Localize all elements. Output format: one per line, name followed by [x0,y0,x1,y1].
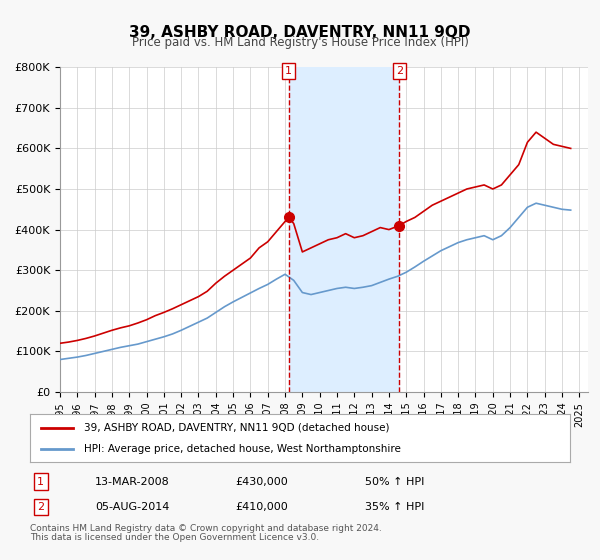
Text: 39, ASHBY ROAD, DAVENTRY, NN11 9QD (detached house): 39, ASHBY ROAD, DAVENTRY, NN11 9QD (deta… [84,423,389,433]
Text: 1: 1 [37,477,44,487]
Text: £410,000: £410,000 [235,502,288,512]
Text: HPI: Average price, detached house, West Northamptonshire: HPI: Average price, detached house, West… [84,444,401,454]
Text: This data is licensed under the Open Government Licence v3.0.: This data is licensed under the Open Gov… [30,533,319,542]
Bar [289,67,400,392]
Text: 2: 2 [396,66,403,76]
Text: Contains HM Land Registry data © Crown copyright and database right 2024.: Contains HM Land Registry data © Crown c… [30,524,382,533]
Text: 2: 2 [37,502,44,512]
Text: 1: 1 [285,66,292,76]
Text: 50% ↑ HPI: 50% ↑ HPI [365,477,424,487]
Text: £430,000: £430,000 [235,477,288,487]
Text: 13-MAR-2008: 13-MAR-2008 [95,477,170,487]
Text: 05-AUG-2014: 05-AUG-2014 [95,502,169,512]
Text: 39, ASHBY ROAD, DAVENTRY, NN11 9QD: 39, ASHBY ROAD, DAVENTRY, NN11 9QD [129,25,471,40]
Text: 35% ↑ HPI: 35% ↑ HPI [365,502,424,512]
Text: Price paid vs. HM Land Registry's House Price Index (HPI): Price paid vs. HM Land Registry's House … [131,36,469,49]
